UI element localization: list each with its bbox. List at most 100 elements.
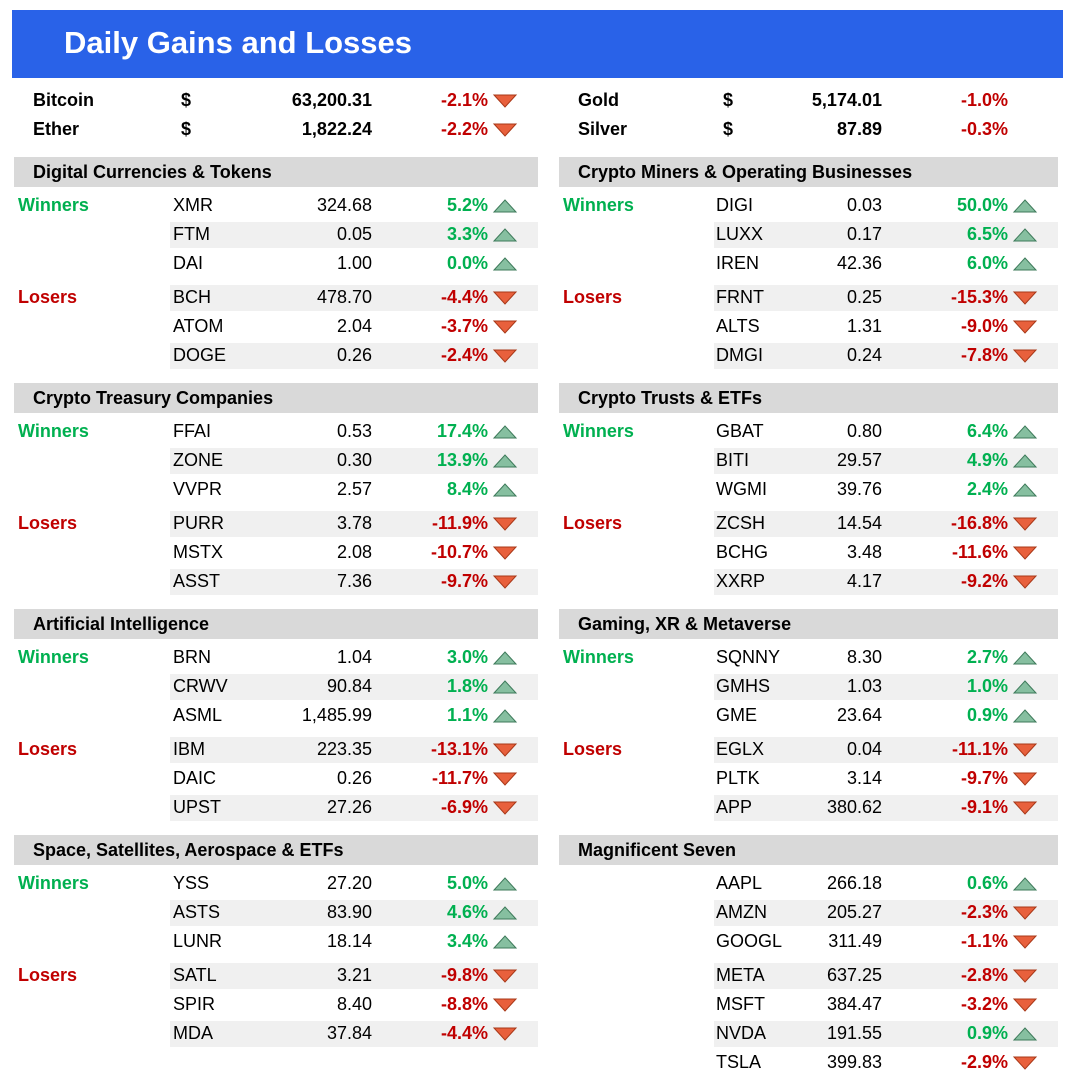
price: 87.89 (837, 119, 882, 139)
price: 1.31 (847, 316, 882, 336)
price: 5,174.01 (812, 90, 882, 110)
group-label: Losers (18, 739, 77, 759)
ticker: PLTK (716, 768, 760, 788)
currency: $ (723, 119, 733, 139)
row-shade (170, 511, 538, 537)
ticker: GME (716, 705, 757, 725)
ticker: FRNT (716, 287, 764, 307)
change: 6.5% (967, 224, 1008, 244)
change: -2.4% (441, 345, 488, 365)
section-header-bar (14, 157, 538, 187)
ticker: CRWV (173, 676, 228, 696)
group-label: Losers (18, 287, 77, 307)
arrow-up (492, 483, 518, 497)
group-label: Winners (18, 647, 89, 667)
change: 3.4% (447, 931, 488, 951)
ticker: MSFT (716, 994, 765, 1014)
price: 4.17 (847, 571, 882, 591)
change: -4.4% (441, 287, 488, 307)
change: -6.9% (441, 797, 488, 817)
change: 17.4% (437, 421, 488, 441)
arrow-down (492, 743, 518, 757)
arrow-down (492, 546, 518, 560)
price: 0.53 (337, 421, 372, 441)
row-shade (714, 285, 1058, 311)
row-shade (714, 737, 1058, 763)
change: -3.7% (441, 316, 488, 336)
section-title: Crypto Treasury Companies (33, 388, 273, 408)
arrow-up (1012, 1027, 1038, 1041)
price: 399.83 (827, 1052, 882, 1072)
change: 13.9% (437, 450, 488, 470)
row-shade (170, 963, 538, 989)
price: 0.80 (847, 421, 882, 441)
change: 0.0% (447, 253, 488, 273)
currency: $ (181, 90, 191, 110)
price: 1.04 (337, 647, 372, 667)
ticker: SATL (173, 965, 217, 985)
ticker: FTM (173, 224, 210, 244)
change: 6.4% (967, 421, 1008, 441)
arrow-up (492, 425, 518, 439)
arrow-up (492, 877, 518, 891)
change: -11.9% (432, 513, 488, 533)
arrow-down (492, 998, 518, 1012)
row-shade (714, 674, 1058, 700)
price: 2.08 (337, 542, 372, 562)
asset-name: Bitcoin (33, 90, 94, 110)
ticker: ATOM (173, 316, 223, 336)
header-bar (12, 10, 1063, 78)
section-header-bar (559, 383, 1058, 413)
ticker: MDA (173, 1023, 213, 1043)
price: 14.54 (837, 513, 882, 533)
change: 6.0% (967, 253, 1008, 273)
change: 1.0% (967, 676, 1008, 696)
ticker: LUNR (173, 931, 222, 951)
price: 0.03 (847, 195, 882, 215)
section-header-bar (14, 383, 538, 413)
row-shade (714, 569, 1058, 595)
ticker: GBAT (716, 421, 764, 441)
row-shade (170, 795, 538, 821)
change: 4.6% (447, 902, 488, 922)
price: 384.47 (827, 994, 882, 1014)
arrow-up (492, 257, 518, 271)
currency: $ (723, 90, 733, 110)
price: 27.26 (327, 797, 372, 817)
arrow-up (492, 680, 518, 694)
ticker: XMR (173, 195, 213, 215)
row-shade (170, 448, 538, 474)
change: -9.0% (961, 316, 1008, 336)
section-title: Crypto Miners & Operating Businesses (578, 162, 912, 182)
price: 311.49 (828, 931, 882, 951)
ticker: BRN (173, 647, 211, 667)
change: -10.7% (431, 542, 488, 562)
price: 2.57 (337, 479, 372, 499)
ticker: BITI (716, 450, 749, 470)
ticker: BCH (173, 287, 211, 307)
arrow-down (1012, 801, 1038, 815)
arrow-down (1012, 517, 1038, 531)
price: 23.64 (837, 705, 882, 725)
ticker: DMGI (716, 345, 763, 365)
ticker: IBM (173, 739, 205, 759)
group-label: Winners (563, 195, 634, 215)
arrow-down (1012, 320, 1038, 334)
arrow-down (1012, 291, 1038, 305)
ticker: ALTS (716, 316, 760, 336)
arrow-up (492, 651, 518, 665)
price: 37.84 (327, 1023, 372, 1043)
arrow-down (1012, 349, 1038, 363)
asset-name: Ether (33, 119, 79, 139)
change: 1.1% (447, 705, 488, 725)
group-label: Winners (563, 647, 634, 667)
arrow-up (1012, 483, 1038, 497)
change: 3.0% (447, 647, 488, 667)
section-header-bar (14, 835, 538, 865)
row-shade (170, 674, 538, 700)
change: -11.7% (432, 768, 488, 788)
price: 1.03 (847, 676, 882, 696)
arrow-up (492, 228, 518, 242)
change: -9.1% (961, 797, 1008, 817)
price: 205.27 (827, 902, 882, 922)
